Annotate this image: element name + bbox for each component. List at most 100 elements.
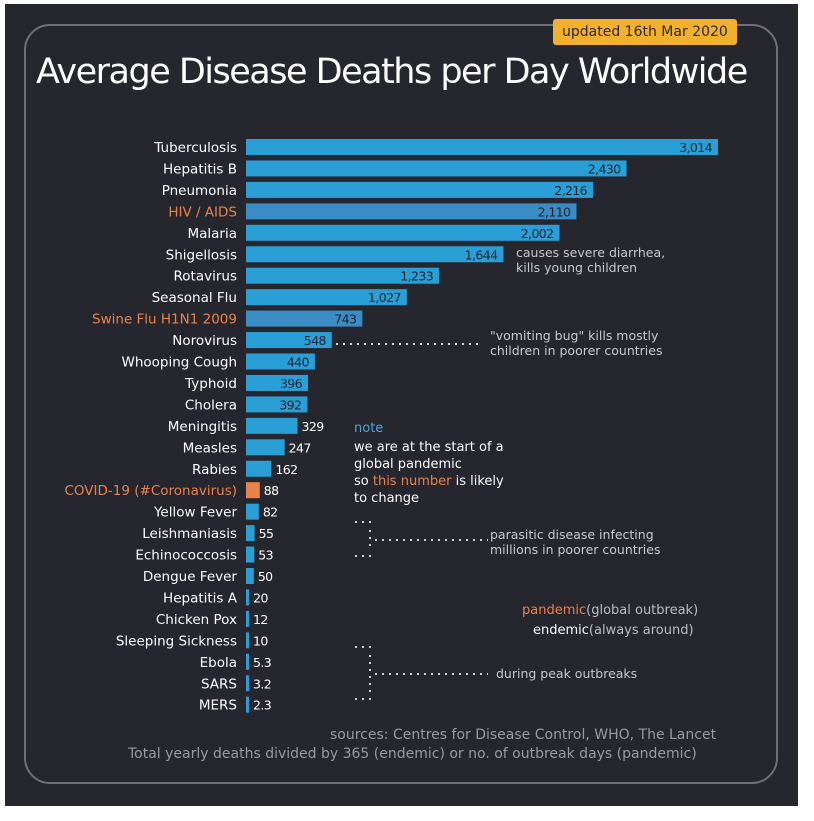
bar-covid-19-coronavirus bbox=[246, 482, 260, 499]
annotation-parasitic-line1: parasitic disease infecting bbox=[490, 527, 654, 542]
category-label-rabies: Rabies bbox=[192, 462, 237, 478]
note-line3: so this number is likely bbox=[354, 473, 554, 490]
legend-endemic: endemic(always around) bbox=[533, 623, 694, 638]
value-label-pneumonia: 2,216 bbox=[554, 183, 587, 198]
annotation-shigellosis-line2: kills young children bbox=[516, 260, 638, 275]
category-label-measles: Measles bbox=[183, 440, 237, 456]
value-label-whooping-cough: 440 bbox=[287, 355, 310, 370]
annotation-parasitic-line2: millions in poorer countries bbox=[490, 542, 661, 557]
value-label-dengue-fever: 50 bbox=[258, 569, 273, 584]
category-label-shigellosis: Shigellosis bbox=[166, 247, 237, 263]
bar-swine-flu-h1n1-2009 bbox=[246, 310, 363, 327]
category-label-typhoid: Typhoid bbox=[184, 376, 237, 392]
value-label-hepatitis-b: 2,430 bbox=[588, 161, 621, 176]
bar-seasonal-flu bbox=[246, 289, 407, 306]
value-label-yellow-fever: 82 bbox=[263, 505, 278, 520]
value-label-swine-flu-h1n1-2009: 743 bbox=[334, 312, 356, 327]
updated-badge: updated 16th Mar 2020 bbox=[553, 19, 737, 45]
category-label-rotavirus: Rotavirus bbox=[174, 269, 237, 285]
legend-pandemic: pandemic(global outbreak) bbox=[522, 603, 698, 618]
method-line: Total yearly deaths divided by 365 (ende… bbox=[128, 746, 697, 762]
bar-dengue-fever bbox=[246, 568, 254, 584]
category-label-mers: MERS bbox=[199, 698, 237, 714]
category-label-hepatitis-a: Hepatitis A bbox=[163, 590, 238, 606]
value-label-hiv-aids: 2,110 bbox=[538, 204, 571, 219]
bar-ebola bbox=[246, 653, 249, 670]
bars-layer: Tuberculosis 3,014 Hepatitis B 2,430 Pneumon… bbox=[64, 139, 718, 714]
bar-sars bbox=[246, 675, 249, 692]
category-label-meningitis: Meningitis bbox=[168, 419, 237, 435]
value-label-norovirus: 548 bbox=[304, 333, 327, 348]
value-label-mers: 2.3 bbox=[253, 698, 271, 713]
legend-endemic-desc: (always around) bbox=[588, 623, 694, 638]
bar-measles bbox=[246, 439, 285, 456]
bar-norovirus bbox=[246, 332, 332, 349]
value-label-seasonal-flu: 1,027 bbox=[368, 290, 401, 305]
value-label-measles: 247 bbox=[289, 440, 311, 455]
value-label-meningitis: 329 bbox=[302, 419, 325, 434]
category-label-cholera: Cholera bbox=[185, 397, 237, 413]
sources-line: sources: Centres for Disease Control, WH… bbox=[330, 727, 717, 743]
legend-pandemic-term: pandemic bbox=[522, 603, 587, 618]
category-label-whooping-cough: Whooping Cough bbox=[121, 355, 237, 371]
category-label-dengue-fever: Dengue Fever bbox=[143, 569, 238, 585]
category-label-tuberculosis: Tuberculosis bbox=[153, 140, 237, 156]
bar-typhoid bbox=[246, 374, 309, 391]
annotation-norovirus: "vomiting bug" kills mostly children in … bbox=[490, 328, 662, 358]
category-label-pneumonia: Pneumonia bbox=[162, 183, 237, 199]
bar-hepatitis-b bbox=[246, 160, 627, 177]
bar-tuberculosis bbox=[246, 139, 718, 155]
category-label-hepatitis-b: Hepatitis B bbox=[163, 161, 237, 177]
annotation-outbreaks: during peak outbreaks bbox=[496, 666, 638, 681]
category-label-covid-19-coronavirus: COVID-19 (#Coronavirus) bbox=[64, 483, 237, 499]
bar-leishmaniasis bbox=[246, 525, 255, 542]
annotation-shigellosis-line1: causes severe diarrhea, bbox=[516, 245, 666, 260]
value-label-rabies: 162 bbox=[275, 462, 297, 477]
legend-endemic-term: endemic bbox=[533, 623, 589, 638]
category-label-norovirus: Norovirus bbox=[172, 333, 237, 349]
value-label-rotavirus: 1,233 bbox=[400, 269, 433, 284]
infographic-frame bbox=[5, 4, 798, 806]
value-label-sleeping-sickness: 10 bbox=[253, 633, 268, 648]
category-label-echinococcosis: Echinococcosis bbox=[135, 548, 237, 564]
category-label-hiv-aids: HIV / AIDS bbox=[168, 204, 237, 220]
category-label-sleeping-sickness: Sleeping Sickness bbox=[116, 633, 237, 649]
value-label-malaria: 2,002 bbox=[521, 226, 554, 241]
value-label-shigellosis: 1,644 bbox=[465, 247, 498, 262]
bar-yellow-fever bbox=[246, 503, 259, 520]
note-body: we are at the start of a global pandemic… bbox=[354, 439, 554, 507]
annotation-norovirus-line2: children in poorer countries bbox=[490, 343, 663, 358]
panel-border bbox=[24, 24, 778, 784]
bar-malaria bbox=[246, 224, 560, 241]
bar-cholera bbox=[246, 396, 308, 413]
value-label-covid-19-coronavirus: 88 bbox=[264, 483, 279, 498]
value-label-leishmaniasis: 55 bbox=[259, 526, 274, 541]
note-highlight: this number bbox=[372, 474, 452, 489]
note-label: note bbox=[354, 421, 384, 436]
category-label-chicken-pox: Chicken Pox bbox=[156, 612, 237, 628]
annotation-shigellosis: causes severe diarrhea, kills young chil… bbox=[516, 245, 665, 275]
bar-shigellosis bbox=[246, 246, 504, 263]
annotation-parasitic: parasitic disease infecting millions in … bbox=[490, 527, 660, 557]
note-line3-before: so bbox=[354, 474, 373, 489]
category-label-yellow-fever: Yellow Fever bbox=[153, 505, 237, 521]
bar-mers bbox=[246, 696, 249, 713]
annotation-norovirus-line1: "vomiting bug" kills mostly bbox=[490, 328, 659, 343]
value-label-typhoid: 396 bbox=[280, 376, 303, 391]
category-label-leishmaniasis: Leishmaniasis bbox=[142, 526, 237, 542]
category-label-seasonal-flu: Seasonal Flu bbox=[152, 290, 237, 306]
bar-hiv-aids bbox=[246, 203, 577, 220]
value-label-ebola: 5.3 bbox=[253, 655, 271, 670]
category-label-swine-flu-h1n1-2009: Swine Flu H1N1 2009 bbox=[92, 312, 237, 328]
note-line1: we are at the start of a bbox=[354, 440, 504, 455]
bar-rabies bbox=[246, 460, 272, 477]
value-label-hepatitis-a: 20 bbox=[253, 590, 268, 605]
category-label-sars: SARS bbox=[201, 676, 237, 692]
bar-whooping-cough bbox=[246, 353, 315, 370]
category-label-malaria: Malaria bbox=[187, 226, 237, 242]
bar-pneumonia bbox=[246, 181, 594, 198]
bar-rotavirus bbox=[246, 267, 440, 284]
value-label-tuberculosis: 3,014 bbox=[679, 140, 712, 155]
bar-chicken-pox bbox=[246, 610, 249, 627]
